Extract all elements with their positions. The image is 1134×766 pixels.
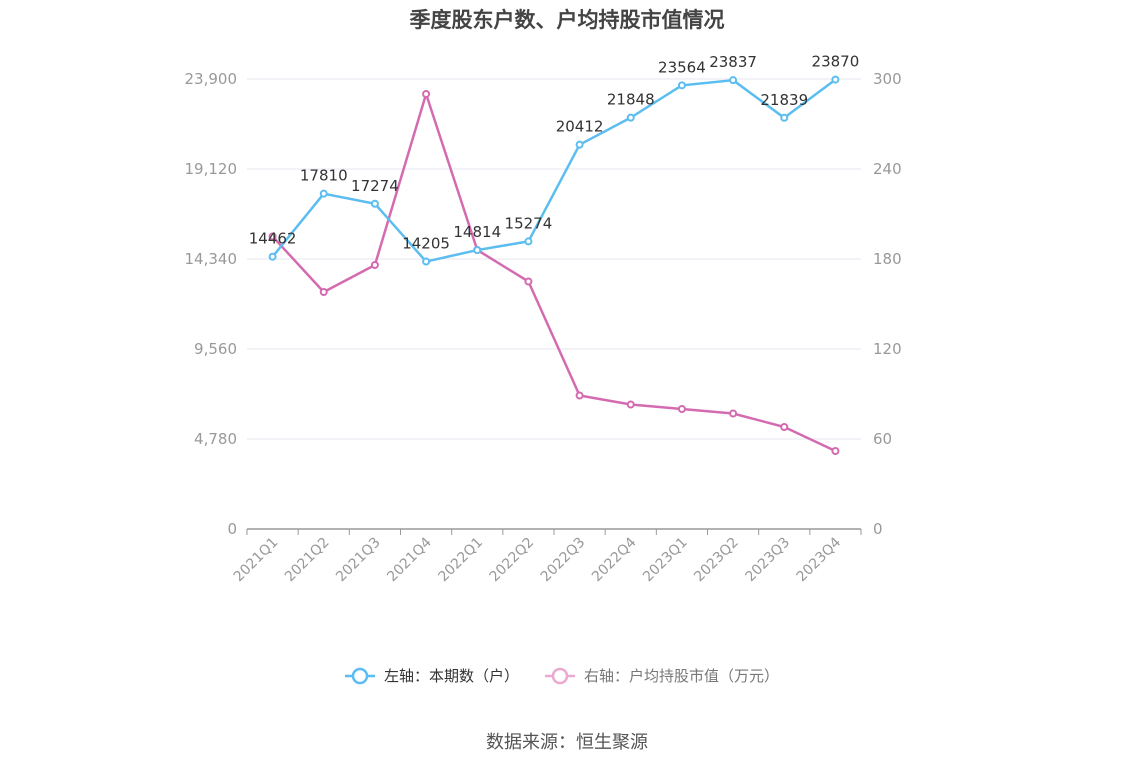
x-tick-label: 2021Q1: [231, 535, 282, 586]
right-series-point: [422, 90, 431, 98]
right-series-point: [831, 447, 840, 455]
x-tick-label: 2023Q1: [640, 535, 691, 586]
data-label: 14205: [402, 235, 450, 253]
left-series-point: [677, 81, 686, 90]
x-tick-label: 2022Q3: [538, 535, 589, 586]
left-tick-label: 14,340: [185, 250, 238, 268]
legend: 左轴：本期数（户） 右轴：户均持股市值（万元）: [345, 667, 779, 685]
left-series-point: [831, 75, 840, 84]
x-tick-label: 2023Q4: [794, 534, 845, 585]
left-tick-label: 9,560: [194, 340, 237, 358]
x-tick-label: 2023Q3: [742, 535, 793, 586]
left-tick-label: 0: [227, 520, 237, 538]
left-series-point: [575, 140, 584, 149]
x-tick-label: 2021Q2: [282, 535, 333, 586]
left-series-point: [473, 246, 482, 255]
legend-right-marker: [551, 667, 569, 685]
right-series-point: [370, 261, 379, 269]
data-label: 17810: [300, 167, 348, 185]
left-series-line: [271, 78, 837, 263]
right-series-point: [575, 391, 584, 400]
data-label: 14462: [249, 230, 297, 248]
left-series-point: [780, 113, 789, 122]
x-tick-label: 2022Q1: [435, 535, 486, 586]
right-series-point: [729, 409, 738, 418]
data-label: 14814: [453, 223, 501, 241]
data-label: 15274: [505, 214, 553, 232]
data-label: 23870: [812, 53, 860, 71]
legend-right-label: 右轴：户均持股市值（万元）: [584, 667, 779, 685]
left-series-point: [524, 237, 533, 246]
data-label: 20412: [556, 118, 604, 136]
left-series-point: [422, 257, 431, 266]
right-series-point: [677, 405, 686, 413]
x-axis: 2021Q1 2021Q2 2021Q3 2021Q4 2022Q1 2022Q2 2022…: [231, 528, 862, 586]
left-series-point: [370, 199, 379, 208]
right-series-line: [271, 92, 836, 453]
right-series-point: [268, 232, 277, 241]
right-tick-label: 0: [873, 520, 883, 538]
right-series-point: [319, 288, 328, 296]
data-label: 23564: [658, 58, 706, 76]
right-tick-label: 60: [873, 430, 892, 448]
right-series-point: [626, 400, 635, 409]
right-series-point: [780, 423, 789, 431]
x-tick-label: 2022Q4: [589, 534, 640, 585]
left-series-point: [268, 252, 277, 261]
x-tick-label: 2021Q4: [384, 534, 435, 585]
x-tick-label: 2021Q3: [333, 535, 384, 586]
legend-left-label: 左轴：本期数（户）: [384, 667, 519, 685]
right-tick-label: 240: [873, 160, 902, 178]
legend-left-marker: [351, 667, 369, 685]
left-tick-label: 19,120: [185, 160, 238, 178]
right-axis-ticks: 0 60 120 180 240 300: [873, 70, 902, 538]
data-label: 21839: [760, 91, 808, 109]
left-series-point: [319, 189, 328, 198]
left-tick-label: 4,780: [194, 430, 237, 448]
grid-lines: [247, 78, 861, 440]
source-note: 数据来源：恒生聚源: [486, 732, 648, 753]
data-label: 21848: [607, 91, 655, 109]
chart-title: 季度股东户数、户均持股市值情况: [409, 8, 725, 32]
series-lines: [268, 75, 840, 455]
data-label: 17274: [351, 177, 399, 195]
data-label: 23837: [709, 53, 757, 71]
x-tick-label: 2023Q2: [691, 535, 742, 586]
right-tick-label: 120: [873, 340, 902, 358]
left-series-point: [729, 76, 738, 85]
right-tick-label: 180: [873, 250, 902, 268]
left-series-point: [626, 113, 635, 122]
x-tick-label: 2022Q2: [487, 535, 538, 586]
right-tick-label: 300: [873, 70, 902, 88]
right-series-point: [524, 277, 533, 286]
left-tick-label: 23,900: [185, 70, 238, 88]
left-axis-ticks: 0 4,780 9,560 14,340 19,120 23,900: [185, 70, 238, 538]
